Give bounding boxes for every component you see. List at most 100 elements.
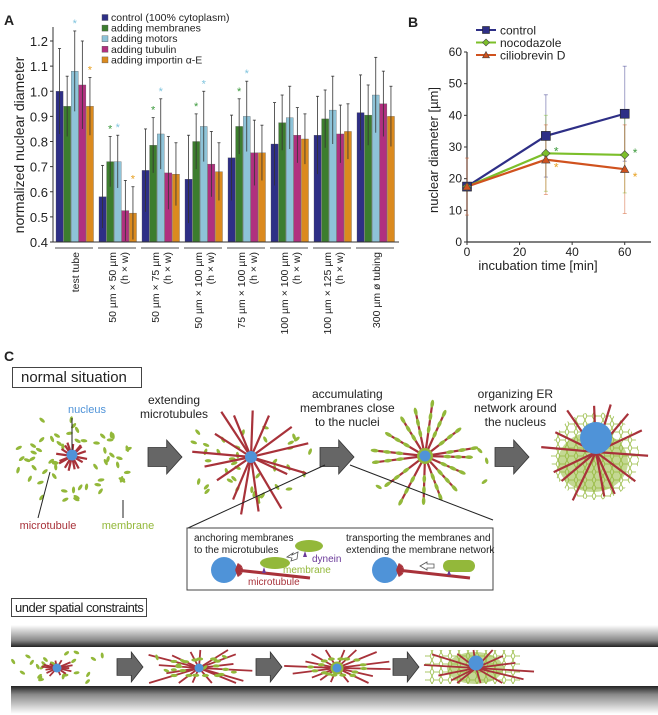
membrane-particle — [106, 438, 114, 442]
membrane-particle — [51, 461, 59, 465]
significance-marker: * — [131, 174, 136, 186]
microtubule-end — [396, 569, 401, 577]
x-tick-label: (h × w) — [291, 252, 303, 284]
step-line: accumulating — [312, 387, 383, 401]
zoom-line — [349, 464, 494, 521]
microtubule — [250, 426, 293, 458]
membrane-particle — [360, 666, 368, 671]
membrane-particle — [422, 474, 427, 483]
microtubule — [371, 449, 426, 458]
microtubule — [336, 667, 369, 684]
inset-left-line1: anchoring membranes — [194, 533, 294, 544]
microtubule — [424, 455, 457, 491]
legend-label: adding motors — [111, 33, 178, 45]
x-axis-label: incubation time [min] — [478, 258, 597, 273]
microtubule — [475, 667, 535, 673]
membrane-particle — [311, 669, 319, 673]
membrane-particle — [285, 487, 293, 491]
microtubule-end — [396, 569, 404, 573]
microtubule — [475, 655, 504, 669]
microtubule — [71, 455, 80, 470]
membrane-particle — [61, 443, 65, 451]
microtubule — [594, 404, 612, 453]
nucleus — [66, 449, 78, 461]
microtubule — [71, 445, 83, 457]
microtubule — [424, 454, 465, 475]
membrane-particle — [38, 678, 45, 682]
channel-wall-top — [11, 625, 658, 647]
membrane-particle — [86, 671, 91, 678]
membrane-particle — [31, 464, 37, 471]
membrane-particle — [170, 668, 177, 672]
membrane-particle — [402, 442, 411, 448]
significance-marker: * — [108, 123, 113, 135]
microtubule — [198, 667, 237, 684]
membrane-particle — [274, 483, 280, 490]
membrane-particle — [286, 464, 291, 471]
microtubule — [198, 663, 234, 669]
membrane-particle — [454, 427, 462, 434]
membrane-particle — [204, 459, 212, 463]
microtubule — [284, 665, 338, 669]
microtubule — [553, 451, 597, 474]
legend-label: control — [500, 24, 536, 38]
microtubule-end — [235, 569, 243, 575]
membrane-particle — [343, 657, 351, 661]
microtubule — [56, 661, 71, 669]
membrane-particle — [119, 476, 124, 483]
membrane-particle — [402, 467, 410, 474]
membrane-particle — [73, 495, 80, 500]
er-network-dense — [558, 432, 628, 492]
membrane-particle — [413, 407, 418, 416]
step-label-organizing: organizing ER network around the nucleus — [474, 387, 557, 429]
membrane-particle — [48, 458, 55, 464]
membrane-particle — [80, 439, 88, 443]
microtubule — [63, 455, 73, 469]
membrane-particle — [196, 478, 201, 485]
microtubule — [571, 451, 597, 501]
microtubule — [250, 456, 288, 476]
microtubule — [198, 653, 237, 669]
membrane-particle — [212, 664, 220, 668]
membrane-particle — [29, 659, 34, 665]
membrane-particle — [100, 652, 104, 659]
membrane-particle — [202, 442, 210, 447]
step-line: membranes close — [300, 401, 395, 415]
x-tick-label: 20 — [513, 245, 527, 259]
inset-membrane-label: membrane — [283, 565, 331, 576]
membrane-particle — [418, 429, 423, 438]
membrane-particle — [202, 665, 208, 670]
microtubule-end — [235, 563, 242, 571]
membrane-particle — [430, 399, 435, 408]
y-tick-label: 60 — [449, 45, 463, 59]
membrane-particle — [224, 468, 229, 475]
membrane-particle — [106, 455, 110, 463]
membrane-particle — [109, 431, 113, 439]
membrane-particle — [359, 663, 367, 667]
membrane-particle — [155, 654, 159, 661]
membrane-particle — [196, 657, 204, 661]
membrane-particle — [39, 664, 45, 670]
membrane-particle — [477, 447, 483, 454]
membrane-particle — [449, 466, 457, 471]
x-tick-label: 50 µm × 50 µm — [107, 252, 119, 323]
membrane-particle — [97, 478, 105, 482]
significance-marker: * — [202, 78, 207, 90]
significance-marker: * — [554, 144, 559, 158]
membrane-label: membrane — [102, 520, 155, 532]
inset-box — [186, 527, 494, 591]
membrane-particle — [349, 673, 357, 678]
microtubule — [424, 428, 461, 457]
x-tick-label: 50 µm × 75 µm — [150, 252, 162, 323]
microtubule — [319, 667, 338, 681]
microtubule — [43, 663, 58, 669]
microtubule — [423, 410, 447, 457]
membrane-particle — [62, 497, 69, 502]
microtubule — [396, 568, 471, 580]
nucleus — [372, 557, 398, 583]
microtubule — [400, 417, 426, 457]
microtubule — [424, 454, 472, 459]
microtubule — [250, 442, 309, 459]
microtubule — [250, 456, 283, 510]
membrane-particle — [69, 416, 73, 423]
